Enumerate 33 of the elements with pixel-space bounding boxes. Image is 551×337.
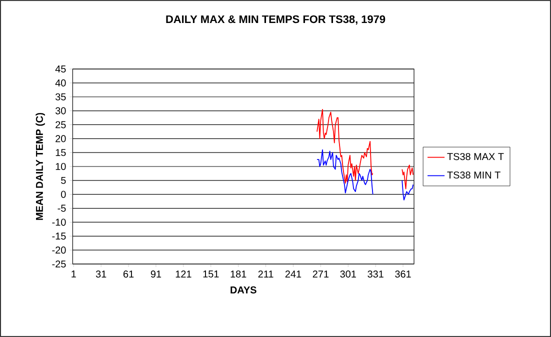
legend-label: TS38 MAX T <box>447 153 504 160</box>
chart-title: DAILY MAX & MIN TEMPS FOR TS38, 1979 <box>166 15 386 25</box>
y-tick-label: -5 <box>58 204 66 212</box>
y-tick-label: 10 <box>56 162 66 170</box>
x-tick-label: 1 <box>72 270 76 278</box>
x-tick-label: 211 <box>258 270 274 278</box>
y-tick-label: 25 <box>56 121 66 128</box>
y-tick-label: 5 <box>61 176 66 184</box>
y-tick-label: 40 <box>55 79 66 86</box>
y-tick-label: 45 <box>55 66 66 72</box>
legend-label: TS38 MIN T <box>447 172 500 179</box>
y-tick-label: 0 <box>61 190 66 198</box>
y-tick-label: 30 <box>55 107 66 114</box>
y-tick-label: -20 <box>52 246 66 254</box>
x-tick-label: 61 <box>123 270 134 278</box>
x-tick-label: 181 <box>230 270 246 278</box>
y-axis-title: MEAN DAILY TEMP (C) <box>36 112 45 220</box>
y-tick-label: 35 <box>55 93 66 100</box>
x-tick-label: 271 <box>312 270 329 278</box>
y-tick-label: 20 <box>56 135 66 142</box>
x-tick-label: 331 <box>368 270 384 278</box>
x-tick-label: 151 <box>203 270 219 278</box>
y-tick-label: -25 <box>52 260 66 268</box>
x-axis-title: DAYS <box>230 286 256 294</box>
x-tick-label: 91 <box>150 270 162 278</box>
y-tick-label: 15 <box>56 149 66 156</box>
x-tick-label: 31 <box>96 270 106 278</box>
y-tick-label: -10 <box>52 218 66 226</box>
x-tick-label: 361 <box>395 270 411 278</box>
x-tick-label: 241 <box>285 270 302 278</box>
x-tick-label: 301 <box>340 270 356 278</box>
y-tick-label: -15 <box>52 232 66 240</box>
x-tick-label: 121 <box>176 270 192 278</box>
